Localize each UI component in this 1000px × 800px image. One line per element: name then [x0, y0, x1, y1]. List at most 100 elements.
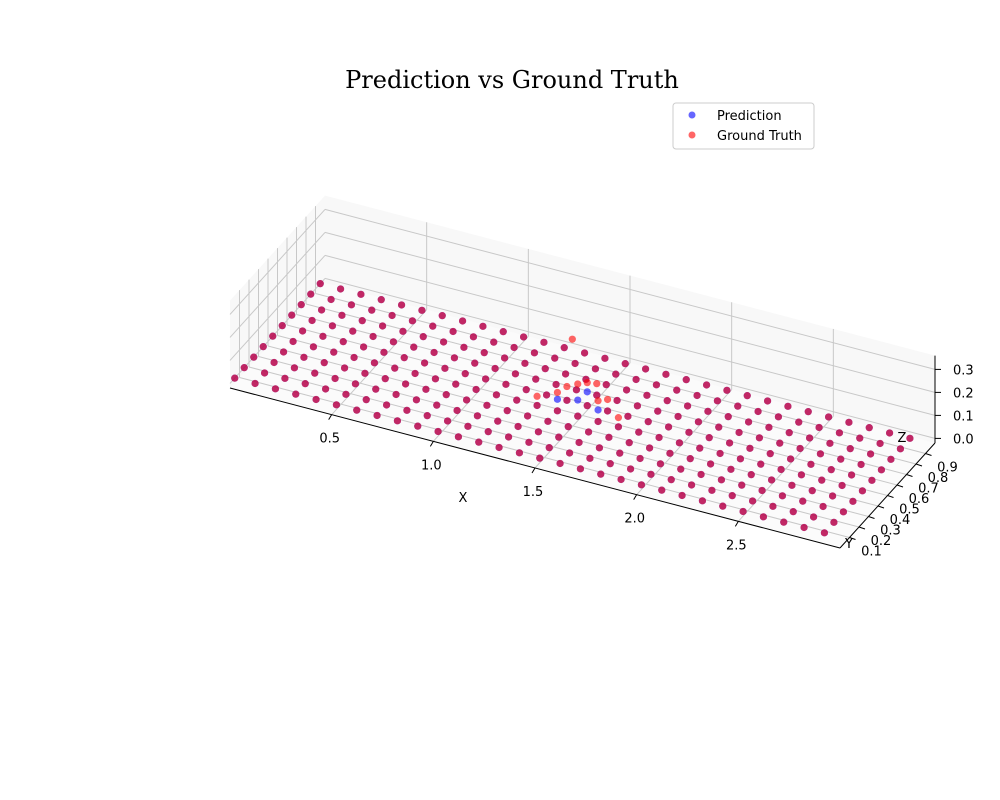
ground-truth-point — [564, 423, 572, 431]
ground-truth-point — [397, 301, 406, 309]
ground-truth-point — [824, 413, 833, 421]
ground-truth-point — [319, 332, 327, 340]
ground-truth-point — [663, 397, 671, 405]
ground-truth-point — [612, 370, 620, 378]
y-gridline-floor — [286, 324, 898, 486]
ground-truth-point — [838, 481, 846, 490]
y-tick-label: 0.6 — [909, 492, 930, 507]
x-tick-label: 1.5 — [523, 485, 544, 500]
ground-truth-point — [339, 338, 347, 346]
x-tick-mark — [633, 494, 638, 500]
x-tick-label: 2.5 — [726, 538, 747, 553]
axis-lines — [229, 355, 941, 549]
ground-truth-point — [763, 397, 772, 405]
ground-truth-point — [347, 301, 356, 309]
ground-truth-point — [677, 465, 685, 473]
ground-truth-point — [503, 407, 511, 415]
ground-truth-point — [586, 454, 594, 462]
y-tick-label: 0.7 — [918, 482, 939, 497]
ground-truth-point — [693, 391, 701, 400]
ground-truth-point — [636, 454, 644, 463]
ground-truth-point — [837, 455, 845, 463]
ground-truth-point — [462, 396, 471, 404]
ground-truth-point — [332, 401, 341, 409]
ground-truth-point — [804, 408, 812, 416]
legend-label-ground-truth: Ground Truth — [717, 129, 802, 144]
ground-truth-point — [708, 486, 716, 494]
ground-truth-point — [480, 349, 488, 357]
ground-truth-point — [269, 332, 277, 340]
ground-truth-point — [330, 348, 338, 356]
ground-truth-point — [490, 338, 498, 346]
ground-truth-point — [544, 417, 552, 425]
ground-truth-point — [362, 396, 370, 404]
ground-truth-point — [419, 333, 427, 341]
ground-truth-point — [534, 428, 543, 436]
ground-truth-point — [574, 412, 582, 420]
ground-truth-point — [525, 438, 533, 446]
ground-truth-point — [606, 460, 614, 468]
z-gridline-back — [324, 254, 936, 416]
ground-truth-point — [635, 428, 643, 436]
ground-truth-point — [655, 433, 663, 442]
ground-truth-point — [571, 359, 579, 368]
ground-truth-point — [533, 392, 541, 400]
ground-truth-point — [845, 418, 853, 426]
ground-truth-point — [673, 386, 681, 394]
ground-truth-point — [767, 476, 776, 484]
ground-truth-point — [461, 370, 469, 378]
y-gridline-floor — [305, 303, 917, 465]
ground-truth-point — [827, 466, 835, 474]
ground-truth-point — [259, 343, 267, 351]
ground-truth-point — [776, 439, 784, 447]
ground-truth-point — [450, 354, 459, 362]
ground-truth-point — [429, 322, 437, 330]
ground-truth-point — [614, 414, 623, 422]
ground-truth-point — [603, 407, 612, 415]
ground-truth-point — [240, 364, 248, 372]
y-tick-mark — [915, 463, 923, 467]
x-tick-mark — [429, 441, 434, 447]
ground-truth-point — [747, 471, 755, 479]
ground-truth-point — [423, 412, 431, 420]
ground-truth-point — [469, 333, 478, 341]
ground-truth-point — [433, 401, 441, 409]
legend-box — [672, 102, 815, 150]
ground-truth-point — [483, 401, 491, 409]
ground-truth-point — [583, 402, 591, 410]
ground-truth-point — [553, 407, 562, 415]
ground-truth-point — [502, 380, 510, 388]
ground-truth-point — [565, 449, 574, 457]
ground-truth-point — [603, 395, 612, 404]
z-tick-label: 0.1 — [953, 409, 974, 424]
ground-truth-point — [687, 481, 696, 489]
ground-truth-point — [317, 306, 326, 314]
ground-truth-point — [682, 376, 690, 384]
ground-truth-point — [759, 513, 768, 521]
ground-truth-point — [807, 460, 815, 468]
ground-truth-point — [647, 470, 655, 478]
ground-truth-point — [312, 395, 320, 404]
ground-truth-point — [847, 471, 856, 479]
ground-truth-point — [358, 317, 366, 325]
ground-truth-point — [658, 486, 666, 494]
y-gridline-floor — [267, 345, 879, 507]
ground-truth-point — [819, 502, 827, 511]
prediction-point — [594, 406, 602, 414]
ground-truth-point — [336, 285, 345, 293]
ground-truth-point — [300, 353, 308, 361]
y-axis-label: Y — [844, 537, 853, 552]
ground-truth-point — [441, 364, 449, 372]
ground-truth-point — [553, 388, 562, 397]
y-tick-mark — [858, 526, 866, 530]
ground-truth-point — [738, 481, 746, 489]
ground-truth-point — [381, 375, 389, 383]
ground-truth-point — [702, 381, 711, 389]
y-tick-label: 0.5 — [899, 503, 920, 518]
ground-truth-point — [484, 428, 492, 436]
ground-truth-point — [724, 413, 732, 421]
ground-truth-point — [572, 386, 581, 394]
ground-truth-point — [808, 487, 816, 495]
ground-truth-point — [401, 380, 410, 388]
ground-truth-point — [866, 450, 875, 458]
